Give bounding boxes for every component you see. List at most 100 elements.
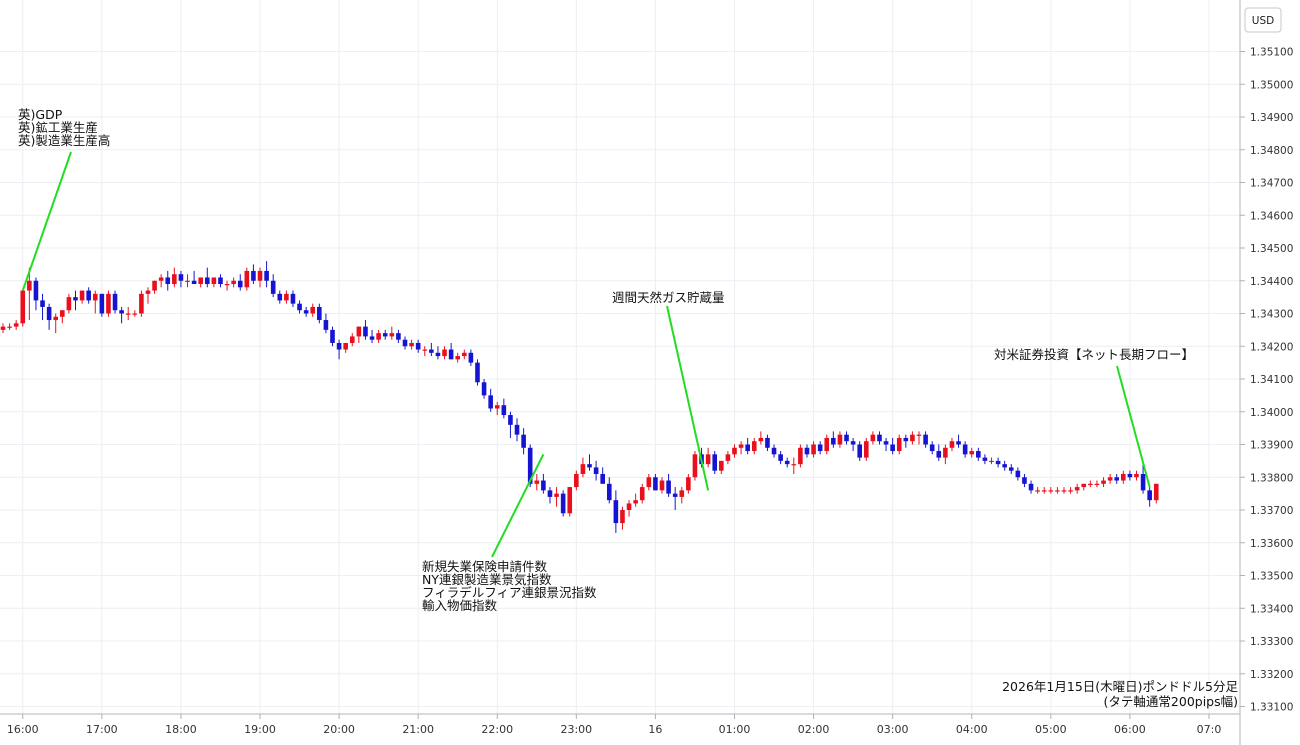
candle [923, 431, 928, 448]
candle [600, 467, 605, 484]
candle-body [1153, 483, 1159, 501]
footer-line-1: 2026年1月15日(木曜日)ポンドドル5分足 [1002, 679, 1238, 694]
annotations: 英)GDP英)鉱工業生産英)製造業生産高新規失業保険申請件数NY連銀製造業景気指… [18, 107, 1194, 613]
candle-body [468, 352, 474, 363]
candle [231, 277, 236, 288]
candle [508, 411, 513, 438]
candle-body [863, 441, 869, 458]
x-tick-label: 16 [648, 723, 662, 736]
candle-body [481, 382, 487, 396]
candle-body [956, 441, 961, 445]
candle [277, 290, 283, 304]
candle [613, 490, 619, 533]
y-tick-label: 1.34700 [1250, 178, 1293, 190]
candle-body [257, 270, 263, 281]
candle [738, 441, 744, 455]
candle-body [765, 437, 770, 448]
candle-body [1048, 490, 1054, 492]
candle [626, 500, 632, 517]
candle [751, 437, 757, 455]
candle [541, 473, 546, 494]
candle [448, 342, 454, 360]
candle-body [132, 313, 138, 315]
candle-body [119, 310, 124, 314]
candle [317, 303, 322, 324]
candle-body [817, 444, 823, 452]
candle [903, 434, 909, 448]
candle [244, 267, 250, 291]
y-tick-label: 1.34200 [1250, 341, 1293, 353]
candle-body [336, 342, 342, 350]
candle-body [231, 280, 236, 285]
candle [363, 320, 368, 340]
candle-body [824, 437, 830, 452]
candle [1081, 483, 1087, 491]
candle [863, 437, 869, 461]
candle [455, 352, 461, 363]
candle [86, 287, 91, 304]
candle-body [409, 342, 414, 347]
y-tick-label: 1.34500 [1250, 243, 1293, 255]
candle-body [152, 280, 157, 291]
candle-body [442, 349, 447, 357]
x-tick-label: 07:0 [1197, 723, 1222, 736]
candle-body [376, 333, 381, 340]
candle [745, 437, 750, 455]
candle-body [139, 293, 144, 314]
candle-body [903, 437, 909, 442]
candle [870, 431, 876, 445]
candle [620, 506, 625, 530]
annotation-label: フィラデルフィア連銀景況指数 [422, 585, 597, 600]
annotation-label: NY連銀製造業景気指数 [422, 572, 552, 587]
candle-body [66, 297, 72, 311]
candle-body [46, 306, 52, 321]
candle [514, 418, 520, 442]
candle [692, 451, 698, 481]
candle-body [620, 510, 625, 524]
candle [686, 473, 691, 494]
y-tick-label: 1.33400 [1250, 603, 1293, 615]
candle-body [415, 342, 421, 350]
candle-body [330, 329, 335, 343]
candle-body [633, 500, 638, 504]
candle [896, 434, 902, 455]
candle-body [916, 434, 922, 436]
candle [719, 460, 724, 474]
currency-label[interactable]: USD [1244, 7, 1282, 33]
candle-body [290, 293, 296, 304]
candle [112, 290, 118, 314]
candle-body [831, 437, 836, 445]
y-tick-label: 1.33300 [1250, 636, 1293, 648]
candle-body [751, 441, 757, 452]
x-tick-label: 03:00 [877, 723, 909, 736]
candle-body [92, 293, 98, 301]
candle-body [1061, 490, 1067, 492]
candle [844, 431, 849, 445]
candle-body [73, 297, 78, 301]
candle-body [686, 477, 691, 491]
candle-body [422, 349, 428, 351]
candle [409, 339, 414, 350]
candle-body [771, 447, 777, 455]
candle-body [455, 356, 461, 360]
candle [916, 431, 922, 445]
candle [1127, 470, 1133, 481]
candle-body [778, 454, 783, 461]
candle [646, 473, 652, 491]
candle [1153, 483, 1159, 504]
candle [178, 270, 184, 288]
candle-body [172, 274, 177, 285]
candle-body [995, 460, 1001, 465]
candle [106, 290, 111, 317]
candle-body [191, 280, 197, 285]
candle-body [106, 293, 111, 314]
candle-body [429, 349, 434, 353]
candle [119, 306, 124, 324]
candle [1147, 487, 1152, 507]
candle-body [158, 277, 164, 281]
candle [251, 264, 256, 285]
candle [336, 339, 342, 360]
candle [297, 300, 302, 314]
candle-body [363, 326, 368, 337]
